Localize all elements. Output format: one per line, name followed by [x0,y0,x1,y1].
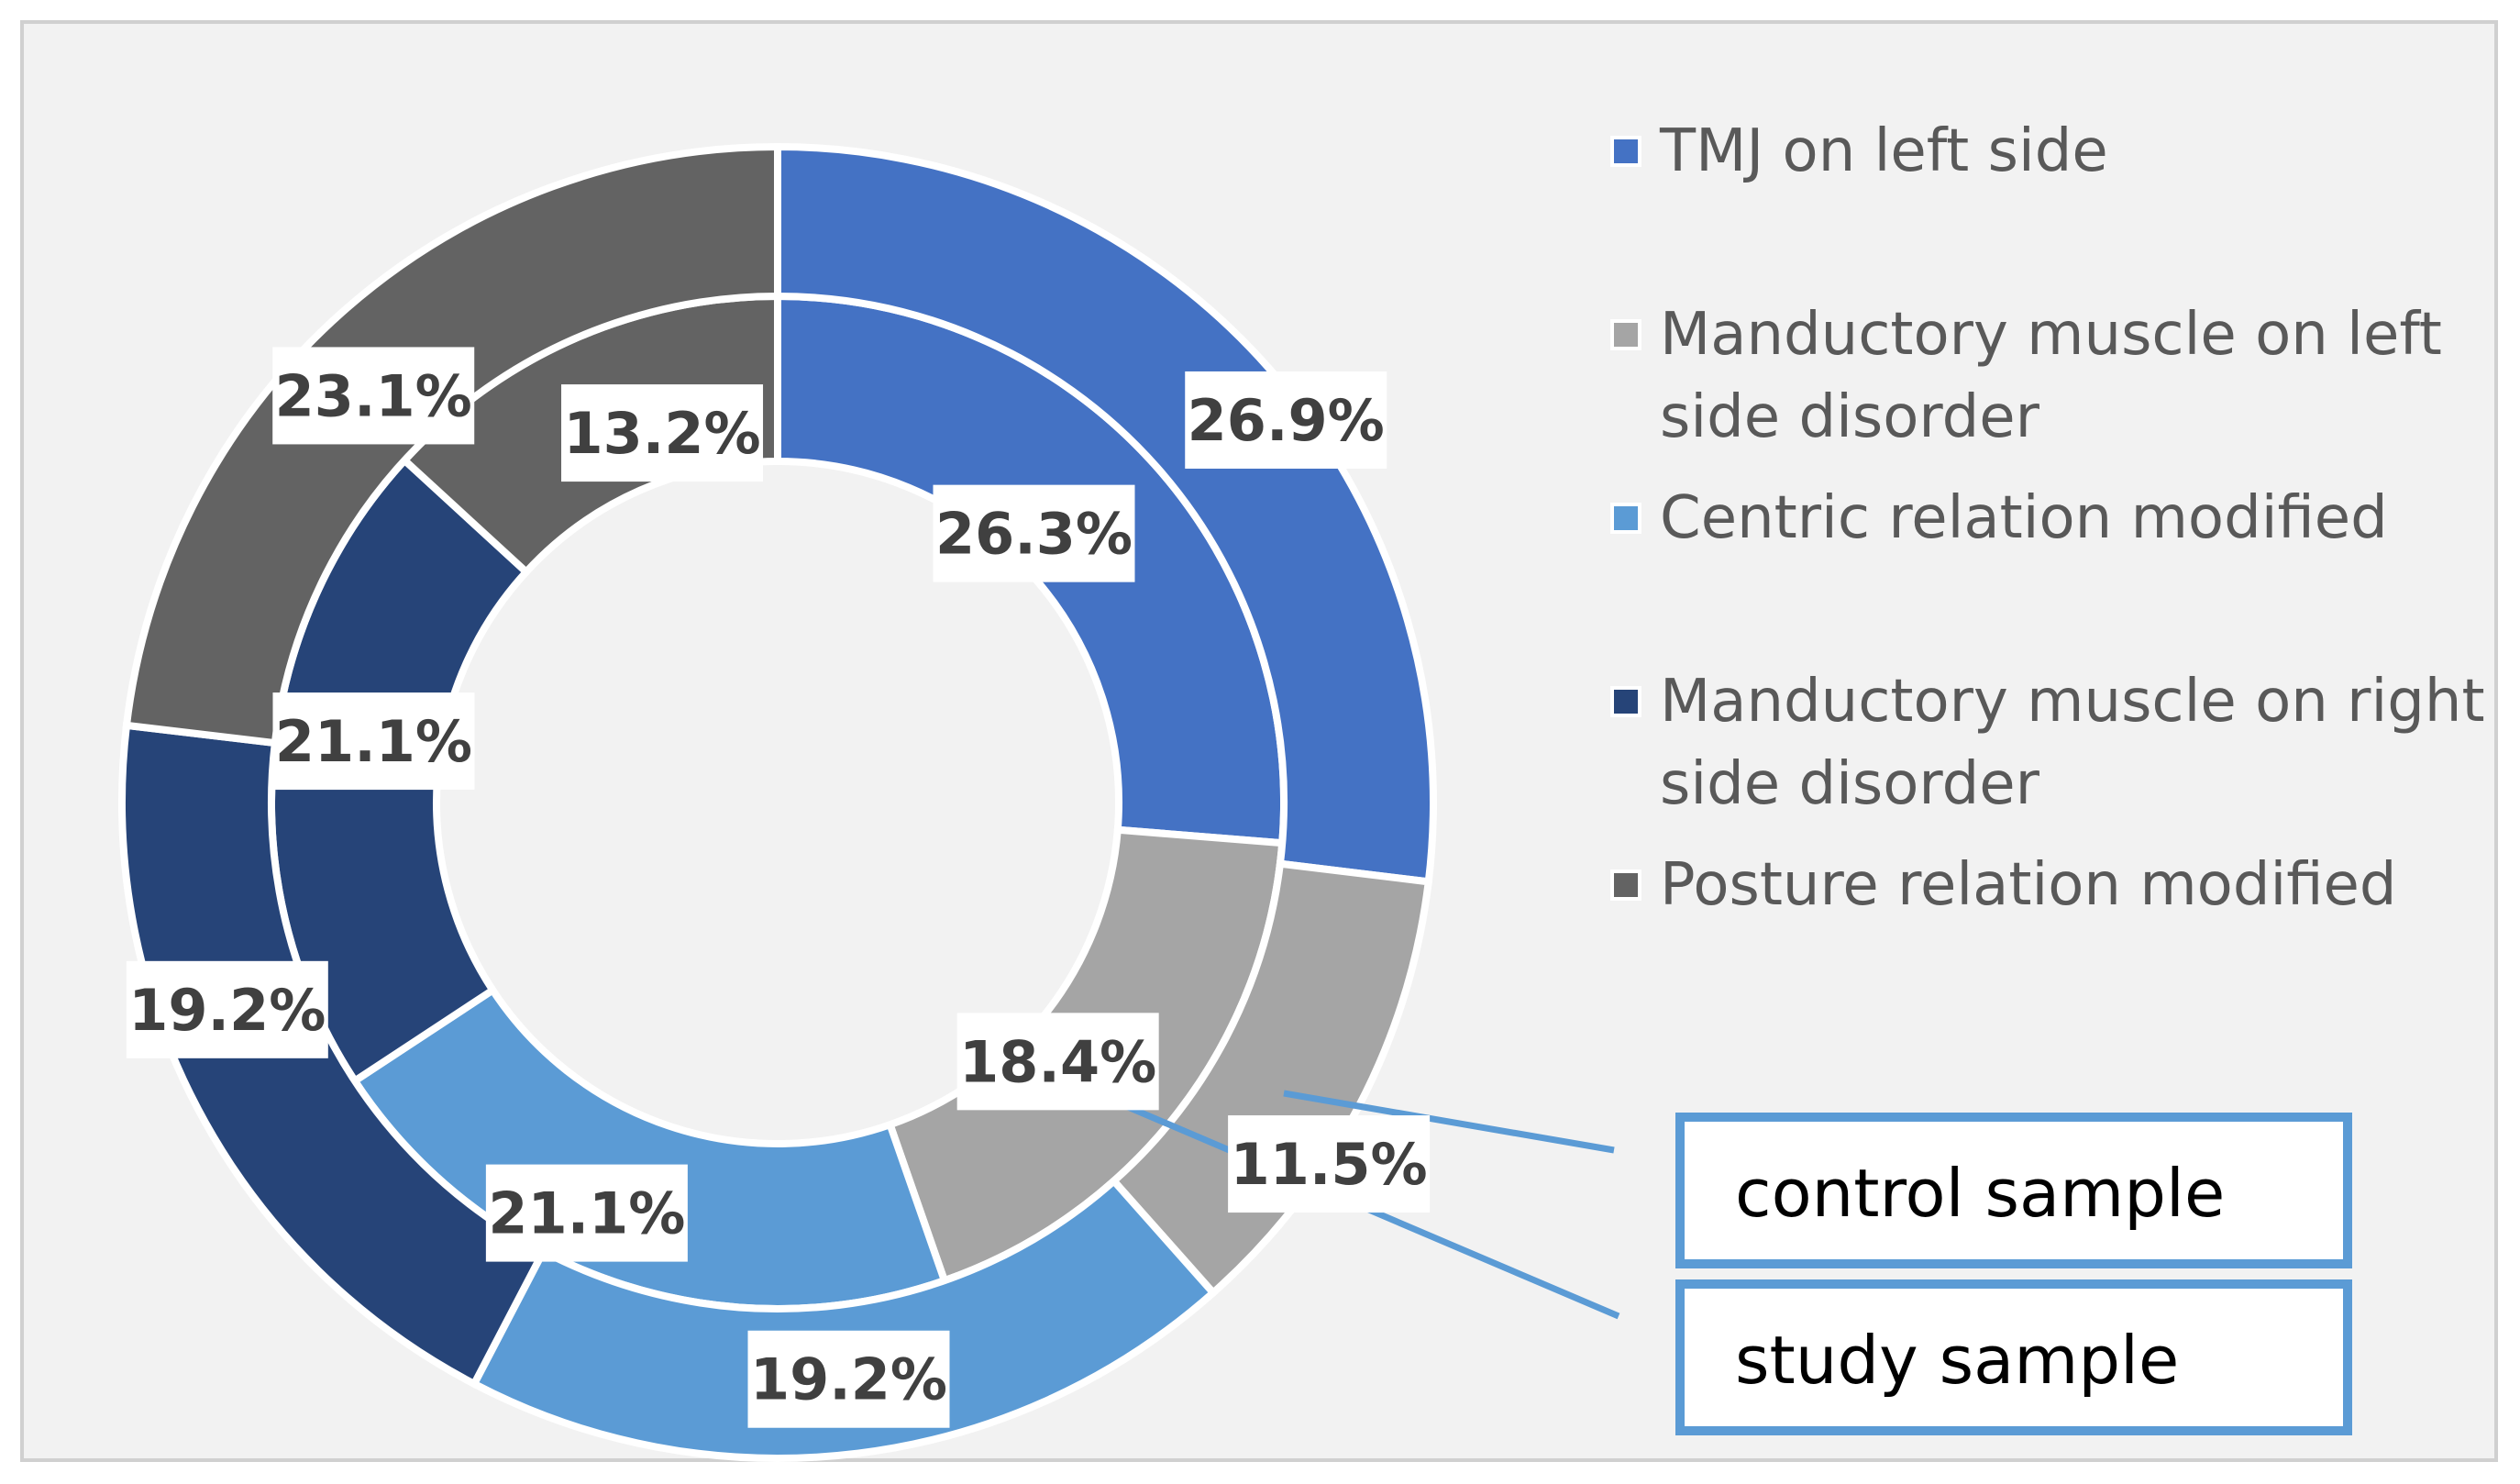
data-label-inner-4: 21.1% [275,708,472,775]
slice-outer-5 [122,142,781,748]
data-label-box-outer-1 [1185,371,1387,469]
data-label-outer-3: 19.2% [750,1346,947,1413]
data-label-box-inner-4 [272,692,475,791]
callout-study-sample-box [1675,1279,2352,1435]
data-label-outer-2: 11.5% [1231,1131,1428,1198]
legend-item-4: Manductory muscle on right side disorder [1610,660,2494,825]
data-label-box-outer-2 [1228,1115,1431,1213]
legend-item-2: Manductory muscle on left side disorder [1610,293,2494,459]
slice-outer-1 [774,142,1438,886]
data-label-outer-4: 19.2% [128,977,326,1044]
legend-swatch-2 [1610,319,1641,350]
callout-study-sample-text: study sample [1735,1322,2179,1399]
callout-control-sample-text: control sample [1735,1155,2225,1232]
data-label-box-outer-4 [126,960,328,1058]
legend-item-1: TMJ on left side [1610,110,2108,193]
data-label-box-outer-3 [747,1330,950,1428]
data-label-outer-1: 26.9% [1188,387,1385,454]
legend-swatch-3 [1610,503,1641,534]
data-labels-layer: 26.3% 18.4% 21.1% 21.1% 13.2% 26.9% 11.5% 19.2%… [126,347,1431,1428]
legend-label-2: Manductory muscle on left side disorder [1660,301,2442,451]
callouts-layer: control sample study sample [1675,1113,2352,1435]
callout-control-sample-box [1675,1113,2352,1268]
legend-swatch-4 [1610,686,1641,717]
data-label-inner-2: 18.4% [959,1028,1156,1095]
callout-control-sample-leader [1283,1090,1615,1154]
legend-item-5: Posture relation modified [1610,844,2397,926]
data-label-box-outer-5 [272,347,475,445]
data-label-box-inner-5 [561,384,764,482]
legend-item-3: Centric relation modified [1610,477,2388,559]
data-label-outer-5: 23.1% [275,362,472,429]
legend-label-4: Manductory muscle on right side disorder [1660,668,2485,818]
data-label-inner-1: 26.3% [935,501,1133,568]
legend-swatch-5 [1610,869,1641,901]
legend-label-1: TMJ on left side [1660,117,2108,185]
data-label-box-inner-1 [933,484,1135,582]
data-label-box-inner-3 [485,1164,688,1262]
legend-label-5: Posture relation modified [1660,851,2397,919]
data-label-inner-3: 21.1% [488,1180,685,1247]
data-label-inner-5: 13.2% [563,400,760,467]
legend-label-3: Centric relation modified [1660,484,2388,552]
slices-layer [118,142,1438,1462]
legend-swatch-1 [1610,136,1641,167]
data-label-box-inner-2 [956,1013,1159,1111]
